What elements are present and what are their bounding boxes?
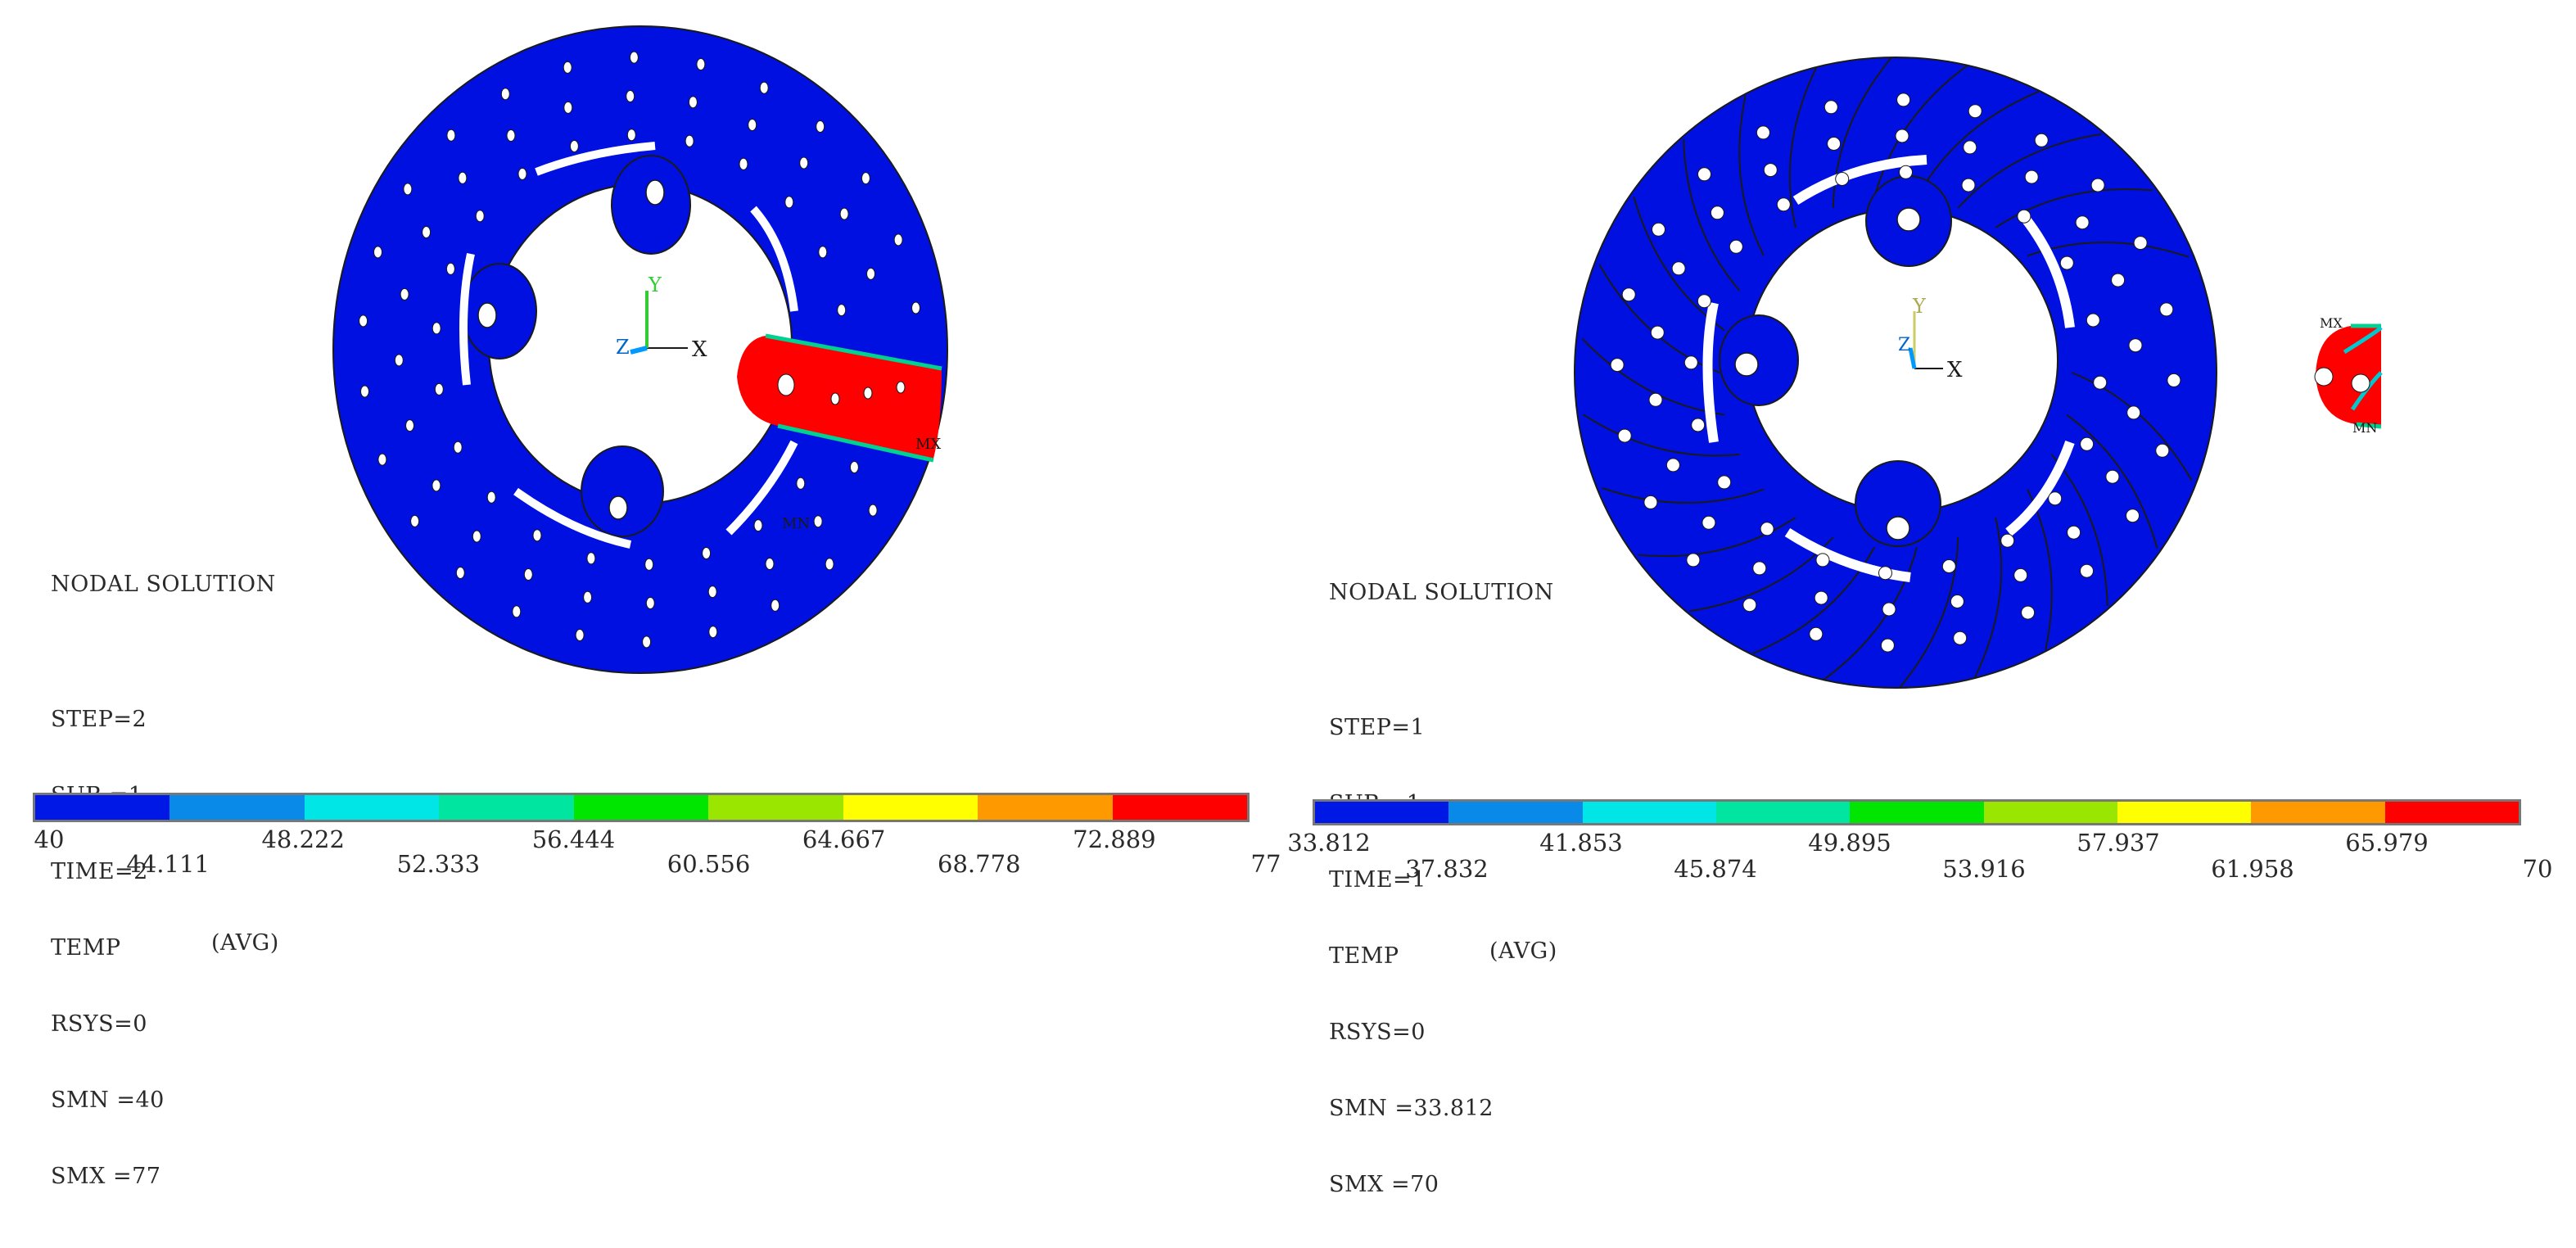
legend-swatch [1448, 802, 1583, 823]
left-vent-holes [359, 51, 920, 649]
legend-tick-label: 53.916 [1942, 855, 2026, 883]
left-axis-y-label: Y [648, 274, 662, 296]
legend-swatch [1315, 802, 1449, 823]
right-info-temp: TEMP [1329, 943, 1399, 969]
right-min-marker: MN [2352, 420, 2377, 436]
legend-swatch [1715, 802, 1851, 823]
right-disc-grooves [1581, 57, 2193, 689]
legend-swatch [978, 795, 1113, 820]
right-info-time: TIME=1 [1329, 867, 1426, 893]
legend-swatch [2251, 802, 2385, 823]
legend-swatch [1983, 802, 2117, 823]
legend-swatch [2384, 802, 2519, 823]
left-info-temp: TEMP [51, 935, 121, 961]
legend-swatch [2117, 802, 2252, 823]
right-info-rsys: RSYS=0 [1329, 1020, 1426, 1045]
right-info-step: STEP=1 [1329, 715, 1426, 740]
left-solution-info: NODAL SOLUTION STEP=2 SUB =1 TIME=2 TEMP… [51, 521, 279, 1240]
left-info-smx: SMX =77 [51, 1164, 161, 1189]
left-arc-slots [459, 142, 798, 549]
legend-tick-label: 56.444 [531, 825, 616, 853]
legend-tick-label: 77 [1250, 850, 1281, 878]
right-vent-holes [1610, 93, 2370, 653]
right-info-title: NODAL SOLUTION [1329, 580, 1554, 605]
left-info-rsys: RSYS=0 [51, 1011, 147, 1037]
legend-tick-label: 60.556 [667, 850, 751, 878]
left-info-time: TIME=2 [51, 859, 148, 884]
right-axis-triad: X Y Z [1898, 295, 1963, 382]
left-axis-z-label: Z [616, 336, 630, 359]
legend-tick-label: 64.667 [802, 825, 886, 853]
left-brake-disc-plot: X Y Z MN MX [332, 25, 948, 674]
left-info-smn: SMN =40 [51, 1087, 165, 1113]
left-min-marker: MN [782, 515, 810, 532]
legend-swatch [843, 795, 978, 820]
right-brake-disc-plot: X Y Z MN MX [1574, 57, 2383, 689]
legend-tick-label: 70 [2522, 855, 2553, 883]
right-hot-zone-fill [2316, 326, 2381, 427]
right-arc-slots [1702, 155, 2075, 582]
left-info-step: STEP=2 [51, 707, 147, 732]
legend-swatch [1112, 795, 1247, 820]
legend-tick-label: 72.889 [1073, 825, 1156, 853]
legend-swatch [439, 795, 574, 820]
legend-tick-label: 40 [34, 825, 65, 853]
left-color-legend [33, 793, 1250, 822]
legend-tick-label: 61.958 [2211, 855, 2294, 883]
left-axis-triad: X Y Z [616, 274, 707, 362]
left-axis-x-label: X [692, 337, 707, 362]
left-info-avg: (AVG) [211, 930, 279, 956]
legend-tick-label: 41.853 [1539, 829, 1623, 857]
left-max-marker: MX [915, 436, 941, 453]
legend-swatch [35, 795, 170, 820]
right-info-avg: (AVG) [1489, 938, 1557, 964]
legend-tick-label: 45.874 [1674, 855, 1757, 883]
legend-swatch [708, 795, 843, 820]
legend-tick-label: 49.895 [1808, 829, 1891, 857]
left-mount-lobes [462, 155, 691, 537]
right-lobe-holes [1734, 207, 1921, 540]
left-result-panel: X Y Z MN MX NODAL SOLUTION STEP=2 SUB =1… [0, 0, 1288, 1189]
legend-tick-label: 65.979 [2345, 829, 2429, 857]
right-result-panel: X Y Z MN MX NODAL SOLUTION STEP=1 SUB =1… [1287, 0, 2576, 1197]
legend-swatch [1582, 802, 1716, 823]
right-axis-y-label: Y [1912, 295, 1927, 318]
legend-tick-label: 37.832 [1405, 855, 1489, 883]
legend-tick-label: 57.937 [2077, 829, 2160, 857]
right-max-marker: MX [2320, 315, 2343, 331]
legend-swatch [573, 795, 709, 820]
right-solution-info: NODAL SOLUTION STEP=1 SUB =1 TIME=1 TEMP… [1329, 529, 1557, 1248]
legend-swatch [169, 795, 305, 820]
legend-tick-label: 48.222 [261, 825, 345, 853]
legend-tick-label: 52.333 [396, 850, 481, 878]
legend-swatch [1850, 802, 1984, 823]
right-color-legend [1313, 799, 2521, 825]
left-info-title: NODAL SOLUTION [51, 572, 276, 597]
left-lobe-holes [477, 179, 665, 520]
right-info-smx: SMX =70 [1329, 1172, 1439, 1197]
right-mount-lobes [1719, 175, 1952, 547]
legend-tick-label: 68.778 [938, 850, 1021, 878]
right-axis-z-label: Z [1898, 335, 1910, 355]
right-info-smn: SMN =33.812 [1329, 1096, 1494, 1121]
legend-tick-label: 44.111 [126, 850, 210, 878]
legend-swatch [304, 795, 440, 820]
right-axis-x-label: X [1947, 358, 1963, 382]
legend-tick-label: 33.812 [1287, 829, 1371, 857]
